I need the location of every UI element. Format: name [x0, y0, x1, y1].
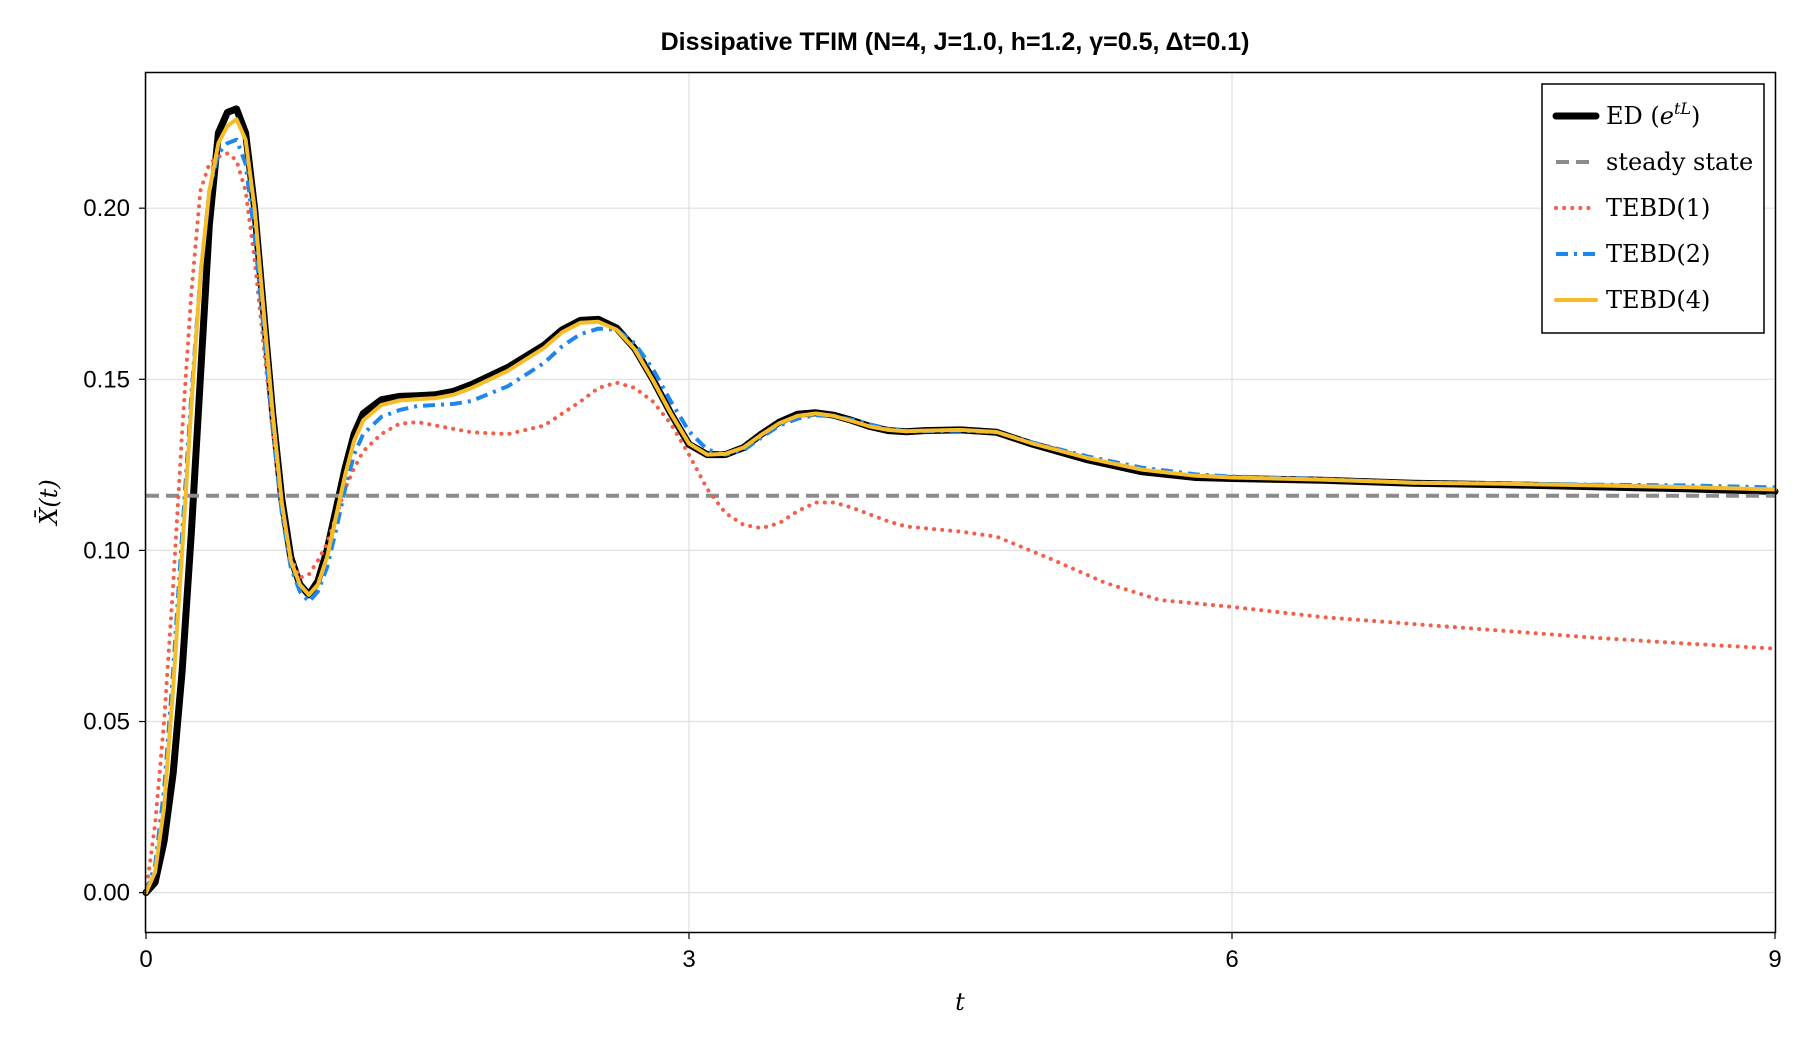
legend-label-ed-e: e [1660, 102, 1674, 130]
legend-label-ed-paren-open: ( [1643, 102, 1660, 130]
y-tick-label: 0.10 [83, 537, 130, 564]
legend-label-steady-state: steady state [1606, 148, 1753, 176]
x-tick-label: 0 [139, 946, 152, 973]
x-tick-label: 3 [682, 946, 695, 973]
y-tick-label: 0.00 [83, 880, 130, 907]
y-tick-label: 0.20 [83, 195, 130, 222]
series-tebd4 [144, 117, 1777, 895]
series-tebd2 [144, 137, 1776, 894]
legend-label-ed: ED (etL) [1606, 99, 1700, 130]
series-ed [142, 105, 1779, 897]
series-lines [142, 105, 1779, 897]
x-tick-label: 9 [1768, 946, 1781, 973]
x-axis-label: t [955, 988, 965, 1016]
y-axis-label: X̄(t) [35, 479, 63, 526]
legend-label-tebd1: TEBD(1) [1606, 194, 1710, 222]
chart-title: Dissipative TFIM (N=4, J=1.0, h=1.2, γ=0… [661, 28, 1250, 56]
legend: ED (etL) steady state TEBD(1) TEBD(2) TE… [1541, 83, 1765, 334]
grid [145, 73, 1776, 932]
legend-label-ed-paren-close: ) [1691, 102, 1700, 130]
series-tebd1 [144, 151, 1777, 895]
legend-label-ed-sup: tL [1674, 99, 1691, 118]
y-tick-label: 0.15 [83, 366, 130, 393]
plot-frame [144, 71, 1777, 934]
axis-ticks: 0 3 6 9 0.00 0.05 0.10 0.15 0.20 [83, 195, 1781, 973]
x-tick-label: 6 [1225, 946, 1238, 973]
legend-label-tebd2: TEBD(2) [1606, 240, 1710, 268]
legend-label-ed-base: ED [1606, 102, 1643, 130]
y-tick-label: 0.05 [83, 709, 130, 736]
legend-label-tebd4: TEBD(4) [1606, 286, 1710, 314]
